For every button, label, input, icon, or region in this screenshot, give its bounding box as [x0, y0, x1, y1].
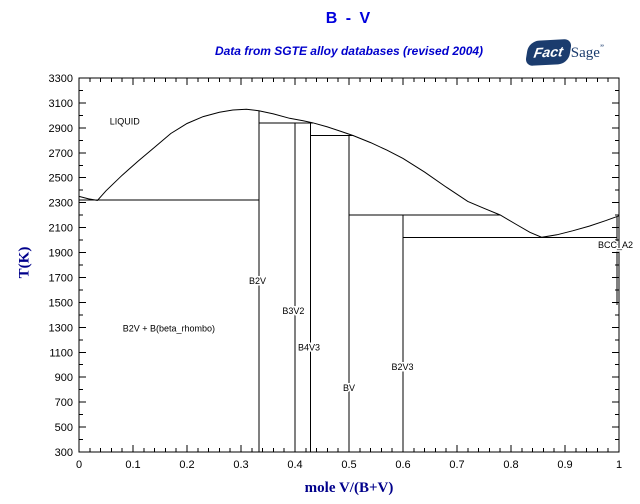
- y-tick-label: 2300: [49, 198, 73, 210]
- factsage-logo-sage: Sage”: [570, 43, 604, 61]
- region-label-b2v-b-beta-rhombo-: B2V + B(beta_rhombo): [123, 324, 215, 334]
- y-tick-label: 1900: [49, 248, 73, 260]
- x-axis-title: mole V/(B+V): [304, 480, 394, 496]
- y-tick-label: 2100: [49, 223, 73, 235]
- factsage-logo: Fact Sage”: [524, 38, 604, 67]
- y-tick-label: 3100: [49, 98, 73, 110]
- liquidus-curve: [78, 108, 620, 238]
- y-tick-label: 900: [55, 372, 73, 384]
- region-label-b3v2: B3V2: [282, 306, 304, 316]
- page-title: B - V: [325, 10, 373, 27]
- factsage-logo-trademark: ”: [599, 43, 604, 53]
- y-tick-label: 2500: [49, 173, 73, 185]
- y-tick-label: 1700: [49, 272, 73, 284]
- x-tick-label: 0.2: [179, 459, 194, 471]
- y-tick-label: 1100: [49, 347, 73, 359]
- y-tick-label: 1500: [49, 297, 73, 309]
- y-tick-label: 2900: [49, 123, 73, 135]
- region-labels: LIQUID B2V B3V2 B4V3 BV B2V3 BCC_A2 B2V + B(bet…: [108, 115, 634, 394]
- y-tick-label: 2700: [49, 148, 73, 160]
- y-tick-label: 700: [55, 397, 73, 409]
- x-tick-label: 0.7: [449, 459, 464, 471]
- x-tick-label: 0.9: [557, 459, 572, 471]
- x-tick-label: 0.6: [395, 459, 410, 471]
- region-label-liquid: LIQUID: [110, 117, 141, 127]
- region-label-b2v: B2V: [249, 276, 266, 286]
- compound-lines: [258, 110, 618, 452]
- x-tick-label: 0: [76, 459, 82, 471]
- invariant-lines: [79, 122, 618, 238]
- y-tick-labels: 3300 3100 2900 2700 2500 2300 2100 1900 1700 1500…: [49, 73, 73, 459]
- region-label-b4v3: B4V3: [298, 342, 320, 352]
- x-tick-label: 1: [616, 459, 622, 471]
- y-tick-label: 1300: [49, 322, 73, 334]
- x-tick-label: 0.1: [125, 459, 140, 471]
- y-tick-label: 300: [55, 447, 73, 459]
- region-label-bv: BV: [343, 383, 355, 393]
- region-label-b2v3: B2V3: [391, 362, 413, 372]
- liquidus-path: [78, 108, 620, 238]
- page-subtitle: Data from SGTE alloy databases (revised …: [214, 44, 484, 58]
- y-tick-label: 500: [55, 422, 73, 434]
- x-tick-label: 0.5: [341, 459, 356, 471]
- axis-ticks: [78, 77, 620, 453]
- x-tick-label: 0.8: [503, 459, 518, 471]
- x-tick-label: 0.4: [287, 459, 302, 471]
- y-tick-label: 3300: [49, 73, 73, 85]
- x-tick-labels: 0 0.1 0.2 0.3 0.4 0.5 0.6 0.7 0.8 0.9 1: [76, 459, 622, 471]
- x-tick-label: 0.3: [233, 459, 248, 471]
- region-label-bcc-a2: BCC_A2: [598, 240, 633, 250]
